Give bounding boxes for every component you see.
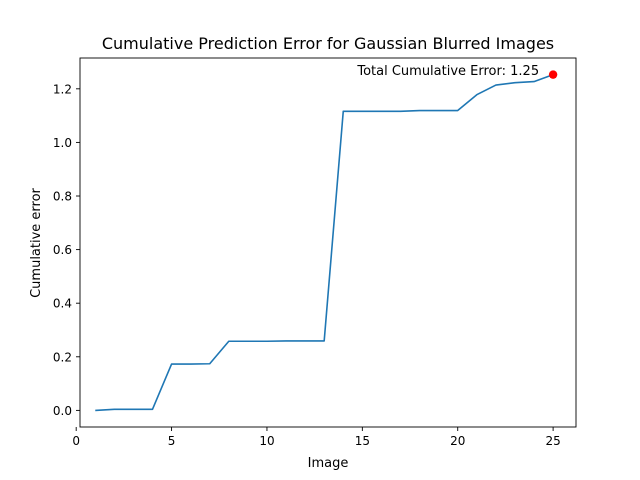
axes-frame <box>79 57 577 428</box>
y-tick-label: 0.4 <box>53 297 72 311</box>
total-error-point <box>548 70 558 79</box>
total-error-annotation: Total Cumulative Error: 1.25 <box>356 64 539 79</box>
y-tick-label: 0.6 <box>53 243 72 257</box>
y-axis-label: Cumulative error <box>29 187 44 297</box>
x-axis-ticks: 0 5 10 15 20 25 <box>72 427 561 448</box>
x-tick-label: 10 <box>259 434 274 448</box>
x-tick-label: 20 <box>450 434 465 448</box>
y-axis-ticks: 0.0 0.2 0.4 0.6 0.8 1.0 1.2 <box>53 82 80 418</box>
series-line-0 <box>95 73 554 412</box>
x-axis-label: Image <box>308 456 349 471</box>
y-tick-label: 0.8 <box>53 190 72 204</box>
y-tick-label: 1.0 <box>53 136 72 150</box>
y-tick-label: 0.2 <box>53 350 72 364</box>
y-tick-label: 0.0 <box>53 404 72 418</box>
chart-title: Cumulative Prediction Error for Gaussian… <box>102 34 554 53</box>
x-tick-label: 25 <box>545 434 560 448</box>
plot-area <box>79 57 577 428</box>
x-tick-label: 15 <box>355 434 370 448</box>
x-tick-label: 5 <box>168 434 176 448</box>
y-tick-label: 1.2 <box>53 82 72 96</box>
x-tick-label: 0 <box>72 434 80 448</box>
